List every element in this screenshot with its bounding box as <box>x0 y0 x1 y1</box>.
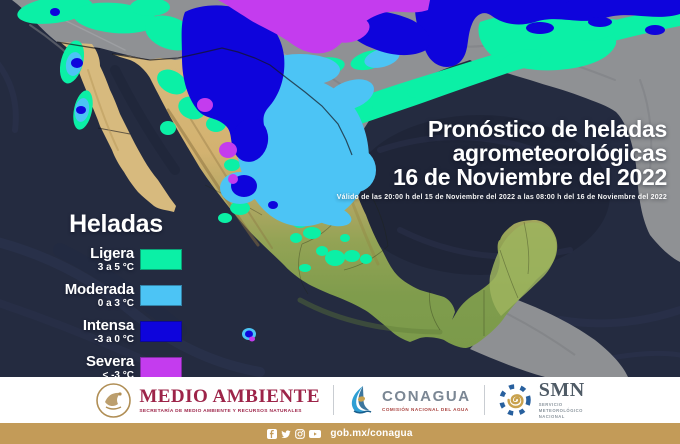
mexico-relief <box>87 69 443 335</box>
legend-row-ligera: Ligera 3 a 5 °C <box>50 246 182 273</box>
legend-rows: Ligera 3 a 5 °C Moderada 0 a 3 °C Intens… <box>50 246 182 381</box>
legend-swatch-intensa <box>140 321 182 342</box>
legend-range: < -3 °C <box>102 370 134 381</box>
water-drop-icon <box>351 386 372 414</box>
legend-label: Intensa <box>82 317 134 334</box>
legend-swatch-ligera <box>140 249 182 270</box>
medio-ambiente-subtitle: SECRETARÍA DE MEDIO AMBIENTE Y RECURSOS … <box>139 408 302 414</box>
map-svg <box>12 0 680 377</box>
conagua-subtitle: COMISIÓN NACIONAL DEL AGUA <box>382 406 469 412</box>
mexico-seal-icon <box>96 382 132 418</box>
conagua-url: gob.mx/conagua <box>330 428 413 439</box>
smn-subtitle-line: NACIONAL <box>538 414 565 420</box>
government-logos-band: MEDIO AMBIENTE SECRETARÍA DE MEDIO AMBIE… <box>0 377 680 423</box>
legend-label: Ligera <box>90 245 134 262</box>
legend-swatch-moderada <box>140 285 182 306</box>
youtube-icon <box>309 429 322 438</box>
smn-subtitle-line: SERVICIO <box>538 401 563 407</box>
yucatan-highlight <box>489 222 557 316</box>
logo-divider <box>483 385 485 415</box>
smn-name: SMN <box>538 378 585 401</box>
frost-legend: Heladas Ligera 3 a 5 °C Moderada 0 a 3 °… <box>50 210 182 381</box>
medio-ambiente-name: MEDIO AMBIENTE <box>139 385 320 407</box>
title-line-3: 16 de Noviembre del 2022 <box>392 164 667 190</box>
legend-label: Moderada <box>64 281 134 298</box>
frost-moderada-zones <box>65 48 400 340</box>
title-line-2: agrometeorológicas <box>452 140 668 166</box>
us-mexico-border <box>56 41 353 156</box>
twitter-icon <box>281 429 291 438</box>
legend-label: Severa <box>85 353 134 370</box>
baja-california <box>60 42 176 212</box>
medio-ambiente-logo: MEDIO AMBIENTE SECRETARÍA DE MEDIO AMBIE… <box>95 382 320 419</box>
legend-row-severa: Severa < -3 °C <box>50 354 182 381</box>
hurricane-spiral-icon <box>498 384 531 416</box>
conagua-logo: CONAGUA COMISIÓN NACIONAL DEL AGUA <box>347 384 471 416</box>
legend-row-intensa: Intensa -3 a 0 °C <box>50 318 182 345</box>
title-block: Pronóstico de heladas agrometeorológicas… <box>336 116 668 201</box>
title-line-1: Pronóstico de heladas <box>427 116 667 142</box>
smn-subtitle-line: METEOROLÓGICO <box>538 407 583 413</box>
instagram-icon <box>295 428 306 439</box>
social-icons <box>267 428 322 439</box>
legend-title: Heladas <box>69 210 163 238</box>
frost-intensa-zones <box>50 0 680 338</box>
validity-text: Válido de las 20:00 h del 15 de Noviembr… <box>336 194 667 201</box>
facebook-icon <box>267 428 278 439</box>
logo-divider <box>333 385 334 415</box>
legend-range: 3 a 5 °C <box>97 262 134 273</box>
smn-logo: SMN SERVICIO METEOROLÓGICO NACIONAL <box>498 380 585 421</box>
bottom-bar: gob.mx/conagua <box>0 423 680 444</box>
legend-swatch-severa <box>140 357 182 378</box>
mexico-frost-map <box>12 0 680 377</box>
conagua-name: CONAGUA <box>382 387 471 405</box>
legend-range: -3 a 0 °C <box>94 334 134 345</box>
frost-severa-zones <box>197 0 430 342</box>
legend-row-moderada: Moderada 0 a 3 °C <box>50 282 182 309</box>
legend-range: 0 a 3 °C <box>97 298 134 309</box>
